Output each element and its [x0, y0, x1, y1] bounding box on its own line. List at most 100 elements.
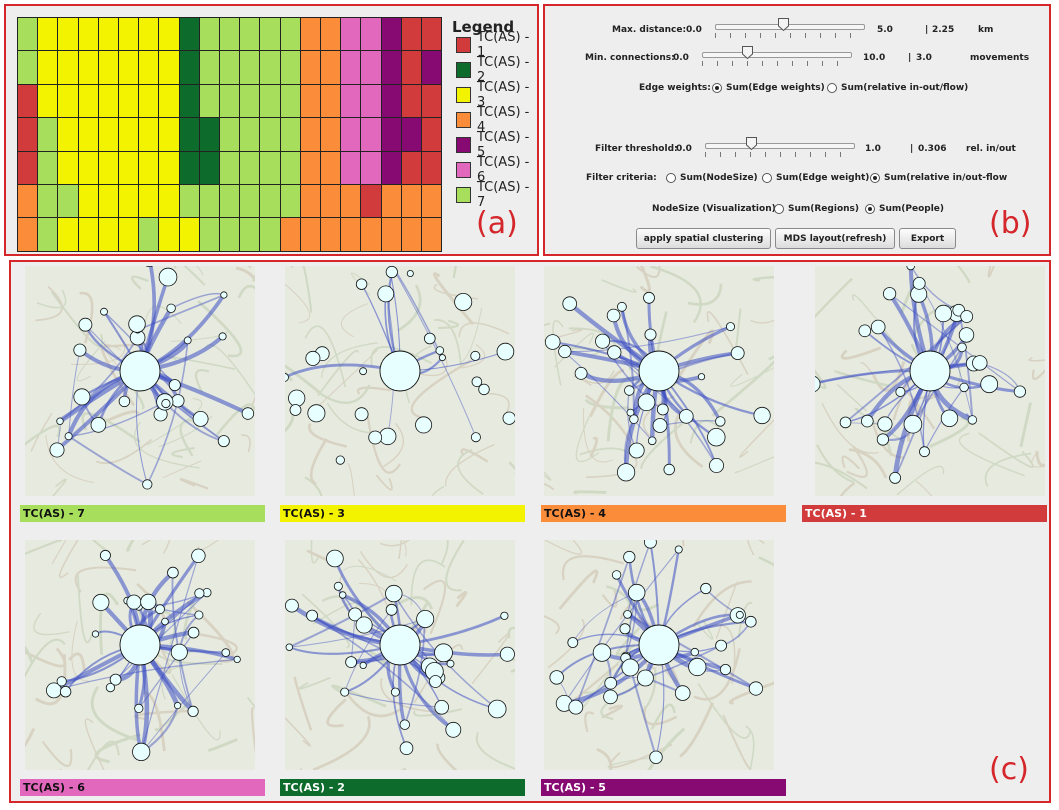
- region-node[interactable]: [919, 446, 930, 458]
- slider-thumb-icon[interactable]: [745, 137, 757, 150]
- region-node[interactable]: [49, 442, 65, 458]
- filter-criteria-option-relative[interactable]: Sum(relative in/out-flow: [870, 173, 1007, 183]
- network-map[interactable]: [544, 266, 774, 496]
- slider-thumb-icon[interactable]: [742, 46, 753, 59]
- region-node[interactable]: [56, 417, 64, 425]
- region-node[interactable]: [637, 669, 654, 687]
- region-node[interactable]: [644, 540, 657, 549]
- region-node[interactable]: [171, 394, 185, 408]
- region-node[interactable]: [959, 382, 969, 393]
- region-node[interactable]: [187, 626, 200, 639]
- region-node[interactable]: [399, 741, 414, 756]
- region-node[interactable]: [753, 406, 771, 425]
- region-node[interactable]: [445, 721, 462, 738]
- region-node[interactable]: [700, 582, 712, 595]
- region-node[interactable]: [118, 395, 131, 408]
- region-node[interactable]: [339, 591, 347, 599]
- region-node[interactable]: [140, 593, 157, 611]
- region-node[interactable]: [623, 550, 636, 564]
- region-node[interactable]: [161, 398, 171, 409]
- region-node[interactable]: [285, 598, 299, 613]
- region-node[interactable]: [132, 742, 151, 761]
- radio-icon[interactable]: [762, 173, 772, 183]
- region-node[interactable]: [567, 637, 579, 648]
- region-node[interactable]: [335, 455, 345, 465]
- region-node[interactable]: [574, 367, 588, 380]
- region-node[interactable]: [647, 436, 657, 446]
- region-node[interactable]: [972, 355, 988, 371]
- region-node[interactable]: [568, 699, 584, 715]
- region-node[interactable]: [708, 457, 724, 473]
- apply-spatial-clustering-button[interactable]: apply spatial clustering: [636, 228, 771, 249]
- region-node[interactable]: [960, 310, 974, 323]
- region-node[interactable]: [166, 303, 176, 314]
- region-node[interactable]: [99, 549, 111, 561]
- region-node[interactable]: [623, 610, 632, 619]
- region-node[interactable]: [674, 545, 683, 554]
- region-node[interactable]: [354, 407, 369, 422]
- region-node[interactable]: [355, 616, 373, 634]
- region-node[interactable]: [446, 659, 455, 668]
- region-node[interactable]: [549, 670, 564, 685]
- network-map[interactable]: [544, 540, 774, 770]
- region-node[interactable]: [624, 385, 635, 396]
- region-node[interactable]: [142, 266, 157, 267]
- region-node[interactable]: [454, 292, 473, 312]
- region-node[interactable]: [499, 646, 515, 662]
- region-node[interactable]: [90, 417, 107, 433]
- region-node[interactable]: [307, 404, 326, 423]
- filter-criteria-option-nodesize[interactable]: Sum(NodeSize): [666, 173, 758, 183]
- region-node[interactable]: [416, 610, 435, 629]
- region-node[interactable]: [217, 435, 230, 448]
- region-node[interactable]: [233, 655, 241, 664]
- region-node[interactable]: [957, 342, 967, 353]
- region-node[interactable]: [839, 416, 852, 429]
- region-node[interactable]: [438, 354, 446, 362]
- region-node[interactable]: [424, 332, 436, 345]
- region-node[interactable]: [903, 414, 923, 434]
- region-node[interactable]: [470, 432, 481, 443]
- region-node[interactable]: [643, 291, 655, 304]
- region-node[interactable]: [340, 687, 350, 697]
- region-node[interactable]: [345, 656, 357, 668]
- region-node[interactable]: [359, 661, 367, 670]
- region-node[interactable]: [390, 687, 400, 697]
- region-node[interactable]: [359, 367, 367, 376]
- region-node[interactable]: [478, 383, 490, 396]
- region-node[interactable]: [870, 319, 886, 335]
- radio-icon[interactable]: [870, 173, 880, 183]
- region-node[interactable]: [745, 615, 757, 628]
- region-node[interactable]: [305, 350, 321, 366]
- hub-node[interactable]: [638, 624, 680, 666]
- region-node[interactable]: [92, 593, 110, 611]
- hub-node[interactable]: [909, 350, 951, 392]
- region-node[interactable]: [218, 332, 227, 341]
- region-node[interactable]: [385, 584, 403, 603]
- region-node[interactable]: [603, 689, 618, 705]
- region-node[interactable]: [128, 315, 146, 333]
- region-node[interactable]: [100, 307, 108, 316]
- region-node[interactable]: [487, 699, 507, 719]
- region-node[interactable]: [663, 463, 675, 476]
- region-node[interactable]: [385, 603, 398, 616]
- network-map[interactable]: [815, 266, 1045, 496]
- region-node[interactable]: [934, 304, 953, 323]
- network-map[interactable]: [285, 266, 515, 496]
- region-node[interactable]: [595, 333, 611, 349]
- region-node[interactable]: [1013, 385, 1026, 398]
- slider-thumb-icon[interactable]: [777, 18, 789, 31]
- region-node[interactable]: [91, 630, 100, 638]
- region-node[interactable]: [220, 291, 228, 299]
- hub-node[interactable]: [638, 350, 680, 392]
- region-node[interactable]: [399, 719, 411, 730]
- region-node[interactable]: [333, 581, 343, 591]
- region-node[interactable]: [168, 379, 181, 392]
- region-node[interactable]: [415, 416, 433, 434]
- region-node[interactable]: [679, 409, 694, 424]
- region-node[interactable]: [59, 685, 72, 698]
- region-node[interactable]: [967, 415, 978, 425]
- region-node[interactable]: [167, 566, 179, 579]
- region-node[interactable]: [558, 344, 572, 359]
- region-node[interactable]: [958, 327, 975, 343]
- region-node[interactable]: [607, 345, 622, 360]
